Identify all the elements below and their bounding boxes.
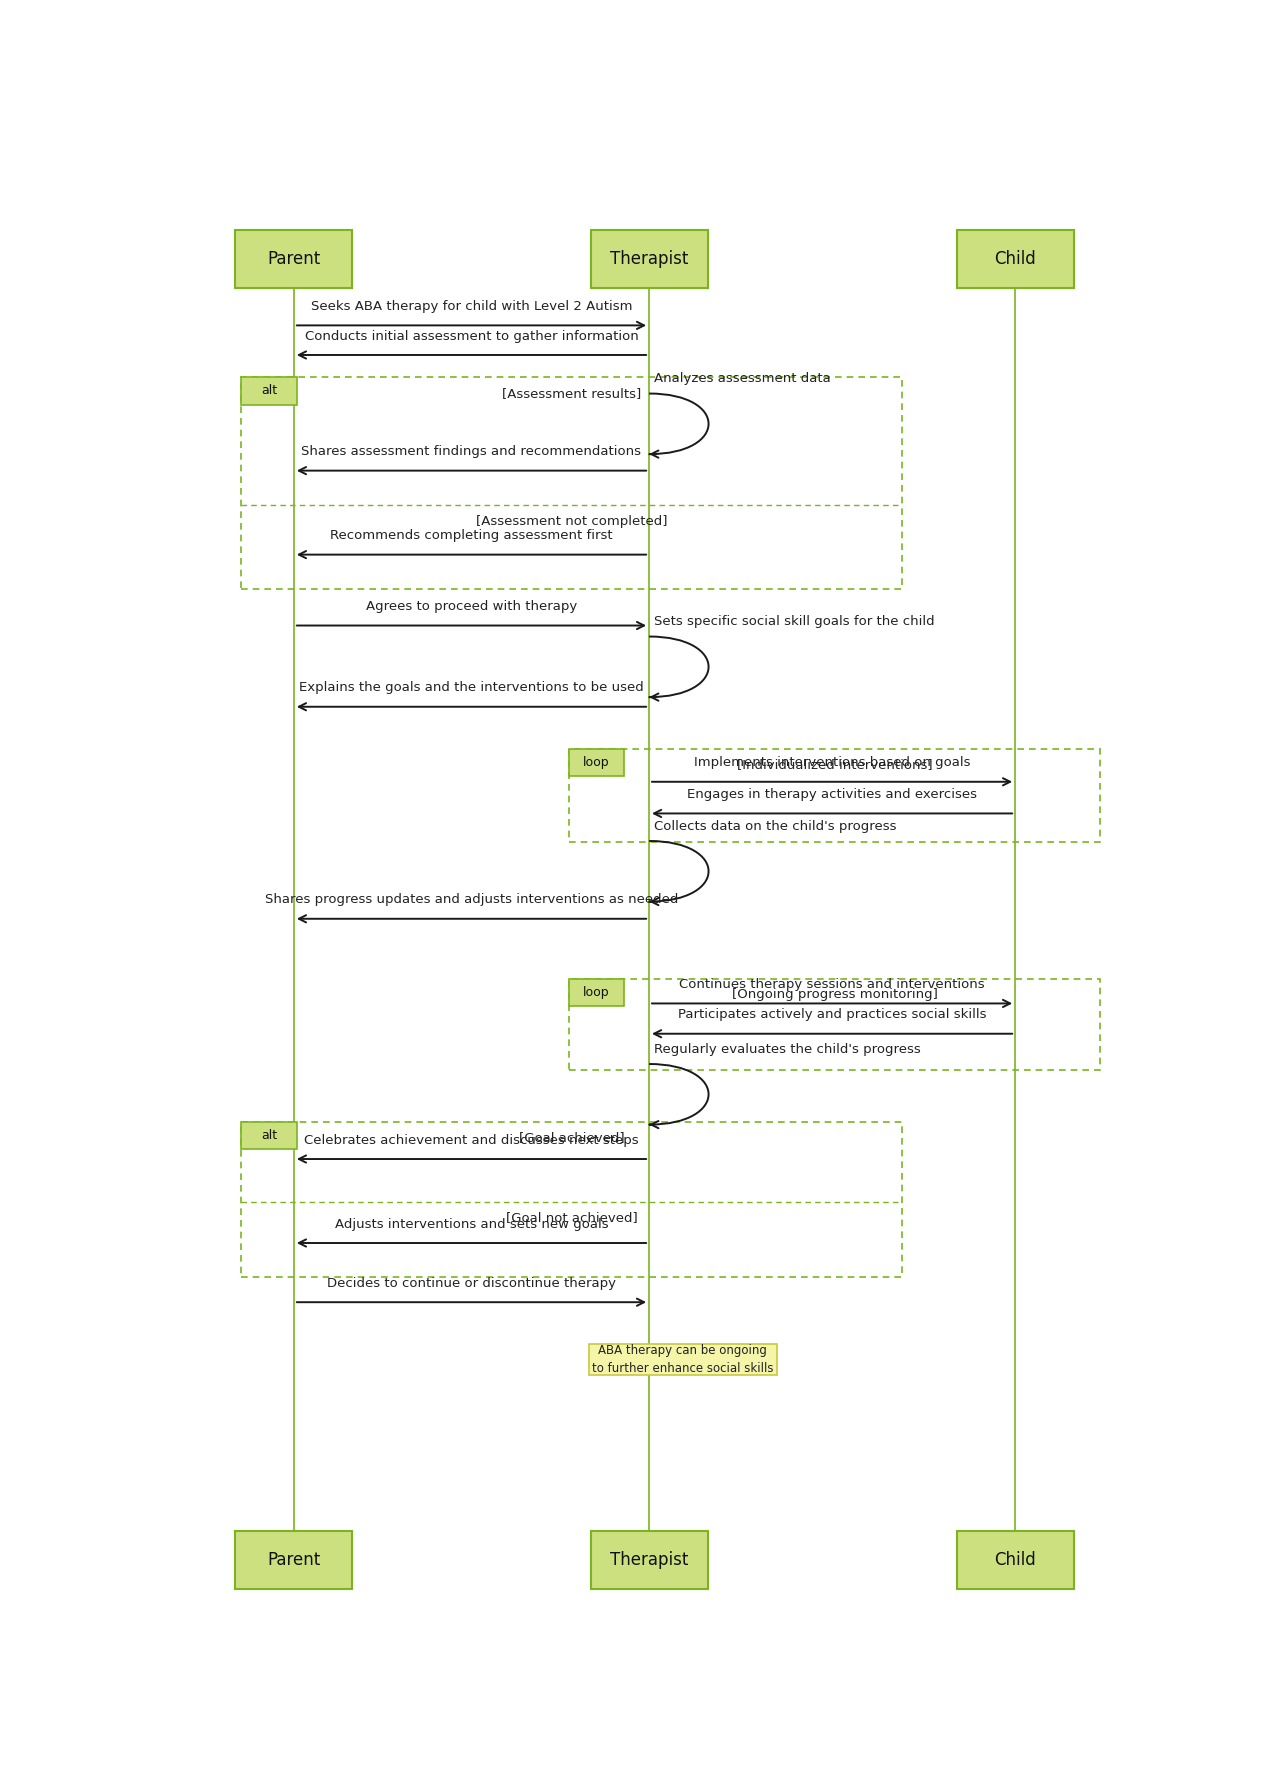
Text: [Assessment not completed]: [Assessment not completed] [476,515,667,527]
FancyBboxPatch shape [242,1121,297,1150]
Text: Implements interventions based on goals: Implements interventions based on goals [694,756,970,769]
Text: Participates actively and practices social skills: Participates actively and practices soci… [678,1008,987,1021]
Text: Adjusts interventions and sets new goals: Adjusts interventions and sets new goals [334,1218,608,1230]
Text: Child: Child [995,1550,1036,1568]
Text: Therapist: Therapist [609,250,689,268]
Text: Sets specific social skill goals for the child: Sets specific social skill goals for the… [654,615,934,628]
Text: Parent: Parent [268,1550,320,1568]
Text: Regularly evaluates the child's progress: Regularly evaluates the child's progress [654,1042,920,1055]
FancyBboxPatch shape [568,978,625,1007]
Text: Collects data on the child's progress: Collects data on the child's progress [654,819,896,833]
Text: alt: alt [261,384,278,397]
Bar [242,377,902,588]
Text: [Assessment results]: [Assessment results] [502,386,641,401]
Text: loop: loop [584,985,609,999]
Text: [Ongoing progress monitoring]: [Ongoing progress monitoring] [732,989,937,1001]
Text: Shares progress updates and adjusts interventions as needed: Shares progress updates and adjusts inte… [265,894,678,907]
FancyBboxPatch shape [236,229,352,288]
Text: Decides to continue or discontinue therapy: Decides to continue or discontinue thera… [326,1277,616,1289]
FancyBboxPatch shape [589,1343,777,1375]
Text: Shares assessment findings and recommendations: Shares assessment findings and recommend… [302,445,641,458]
Bar [568,978,1101,1069]
Text: [Individualized interventions]: [Individualized interventions] [737,758,932,771]
Text: Continues therapy sessions and interventions: Continues therapy sessions and intervent… [680,978,984,991]
Text: Seeks ABA therapy for child with Level 2 Autism: Seeks ABA therapy for child with Level 2… [311,300,632,313]
FancyBboxPatch shape [590,1531,708,1588]
Text: [Goal not achieved]: [Goal not achieved] [506,1210,637,1225]
FancyBboxPatch shape [236,1531,352,1588]
Text: Conducts initial assessment to gather information: Conducts initial assessment to gather in… [305,329,639,343]
Bar [568,749,1101,842]
FancyBboxPatch shape [242,377,297,404]
Text: Celebrates achievement and discusses next steps: Celebrates achievement and discusses nex… [305,1134,639,1146]
Text: ABA therapy can be ongoing
to further enhance social skills: ABA therapy can be ongoing to further en… [593,1345,773,1375]
Text: Explains the goals and the interventions to be used: Explains the goals and the interventions… [300,681,644,694]
Bar [242,1121,902,1277]
FancyBboxPatch shape [568,749,625,776]
Text: Agrees to proceed with therapy: Agrees to proceed with therapy [366,601,577,613]
Text: Recommends completing assessment first: Recommends completing assessment first [330,529,613,542]
Text: [Goal achieved]: [Goal achieved] [518,1132,625,1144]
Text: alt: alt [261,1128,278,1143]
Text: loop: loop [584,756,609,769]
FancyBboxPatch shape [956,1531,1074,1588]
Text: Parent: Parent [268,250,320,268]
Text: Engages in therapy activities and exercises: Engages in therapy activities and exerci… [687,789,977,801]
FancyBboxPatch shape [590,229,708,288]
FancyBboxPatch shape [956,229,1074,288]
Text: Analyzes assessment data: Analyzes assessment data [654,372,831,384]
Text: Therapist: Therapist [609,1550,689,1568]
Text: Child: Child [995,250,1036,268]
